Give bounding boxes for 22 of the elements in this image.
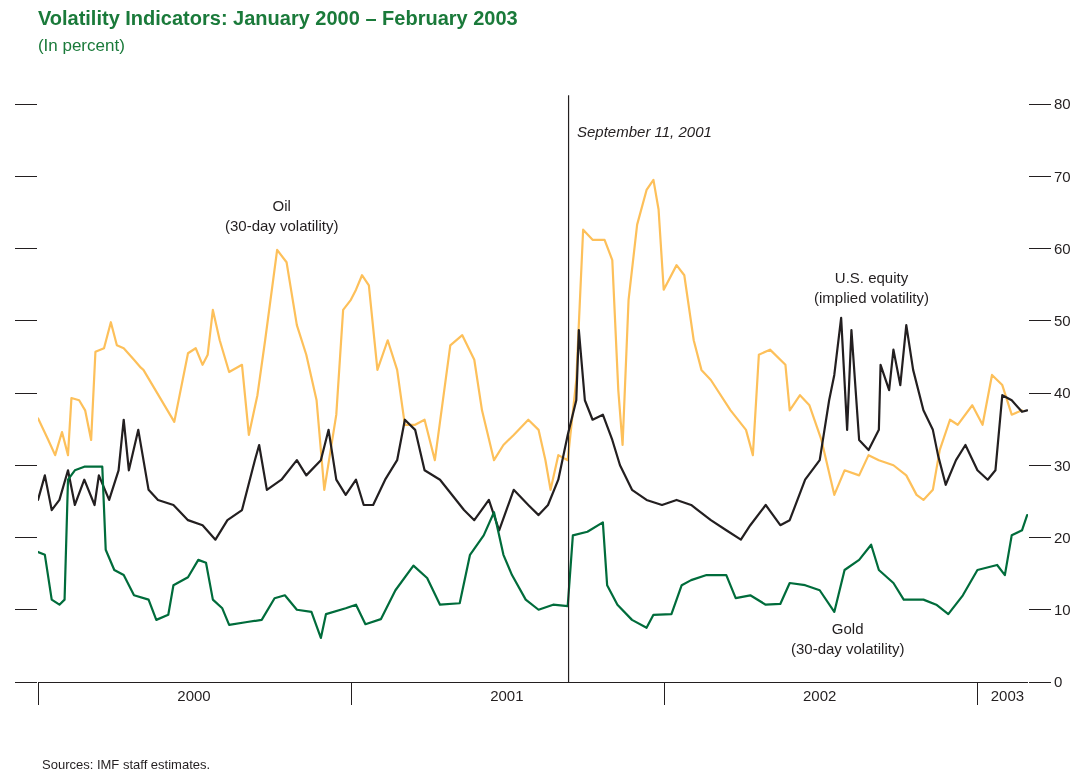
y-tick-label: 0 — [1054, 673, 1063, 691]
y-tick-label: 50 — [1054, 312, 1071, 329]
x-tick-label: 2003 — [990, 687, 1025, 704]
line-series — [38, 465, 1028, 640]
chart-title: Volatility Indicators: January 2000 – February 2003 — [37, 7, 518, 30]
annotation: Oil (30-day volatility) — [225, 197, 339, 234]
y-tick-label: 80 — [1054, 95, 1071, 113]
line-series — [38, 178, 1024, 502]
y-tick-label: 30 — [1054, 456, 1071, 474]
y-tick-label: 40 — [1054, 384, 1071, 402]
annotation: Gold (30-day volatility) — [791, 620, 905, 657]
annotation: U.S. equity (implied volatility) — [814, 269, 930, 306]
chart-subtitle: (In percent) — [37, 36, 125, 56]
source-note: Sources: IMF staff estimates. — [42, 757, 211, 772]
x-tick-label: 2002 — [803, 687, 837, 704]
x-tick-label: 2001 — [490, 687, 524, 704]
y-tick-label: 70 — [1054, 167, 1071, 185]
x-tick-label: 2000 — [177, 687, 211, 704]
y-tick-label: 20 — [1054, 528, 1071, 546]
ref-line-label: September 11, 2001 — [577, 123, 712, 140]
y-tick-label: 60 — [1054, 239, 1071, 257]
y-tick-label: 10 — [1054, 601, 1071, 618]
